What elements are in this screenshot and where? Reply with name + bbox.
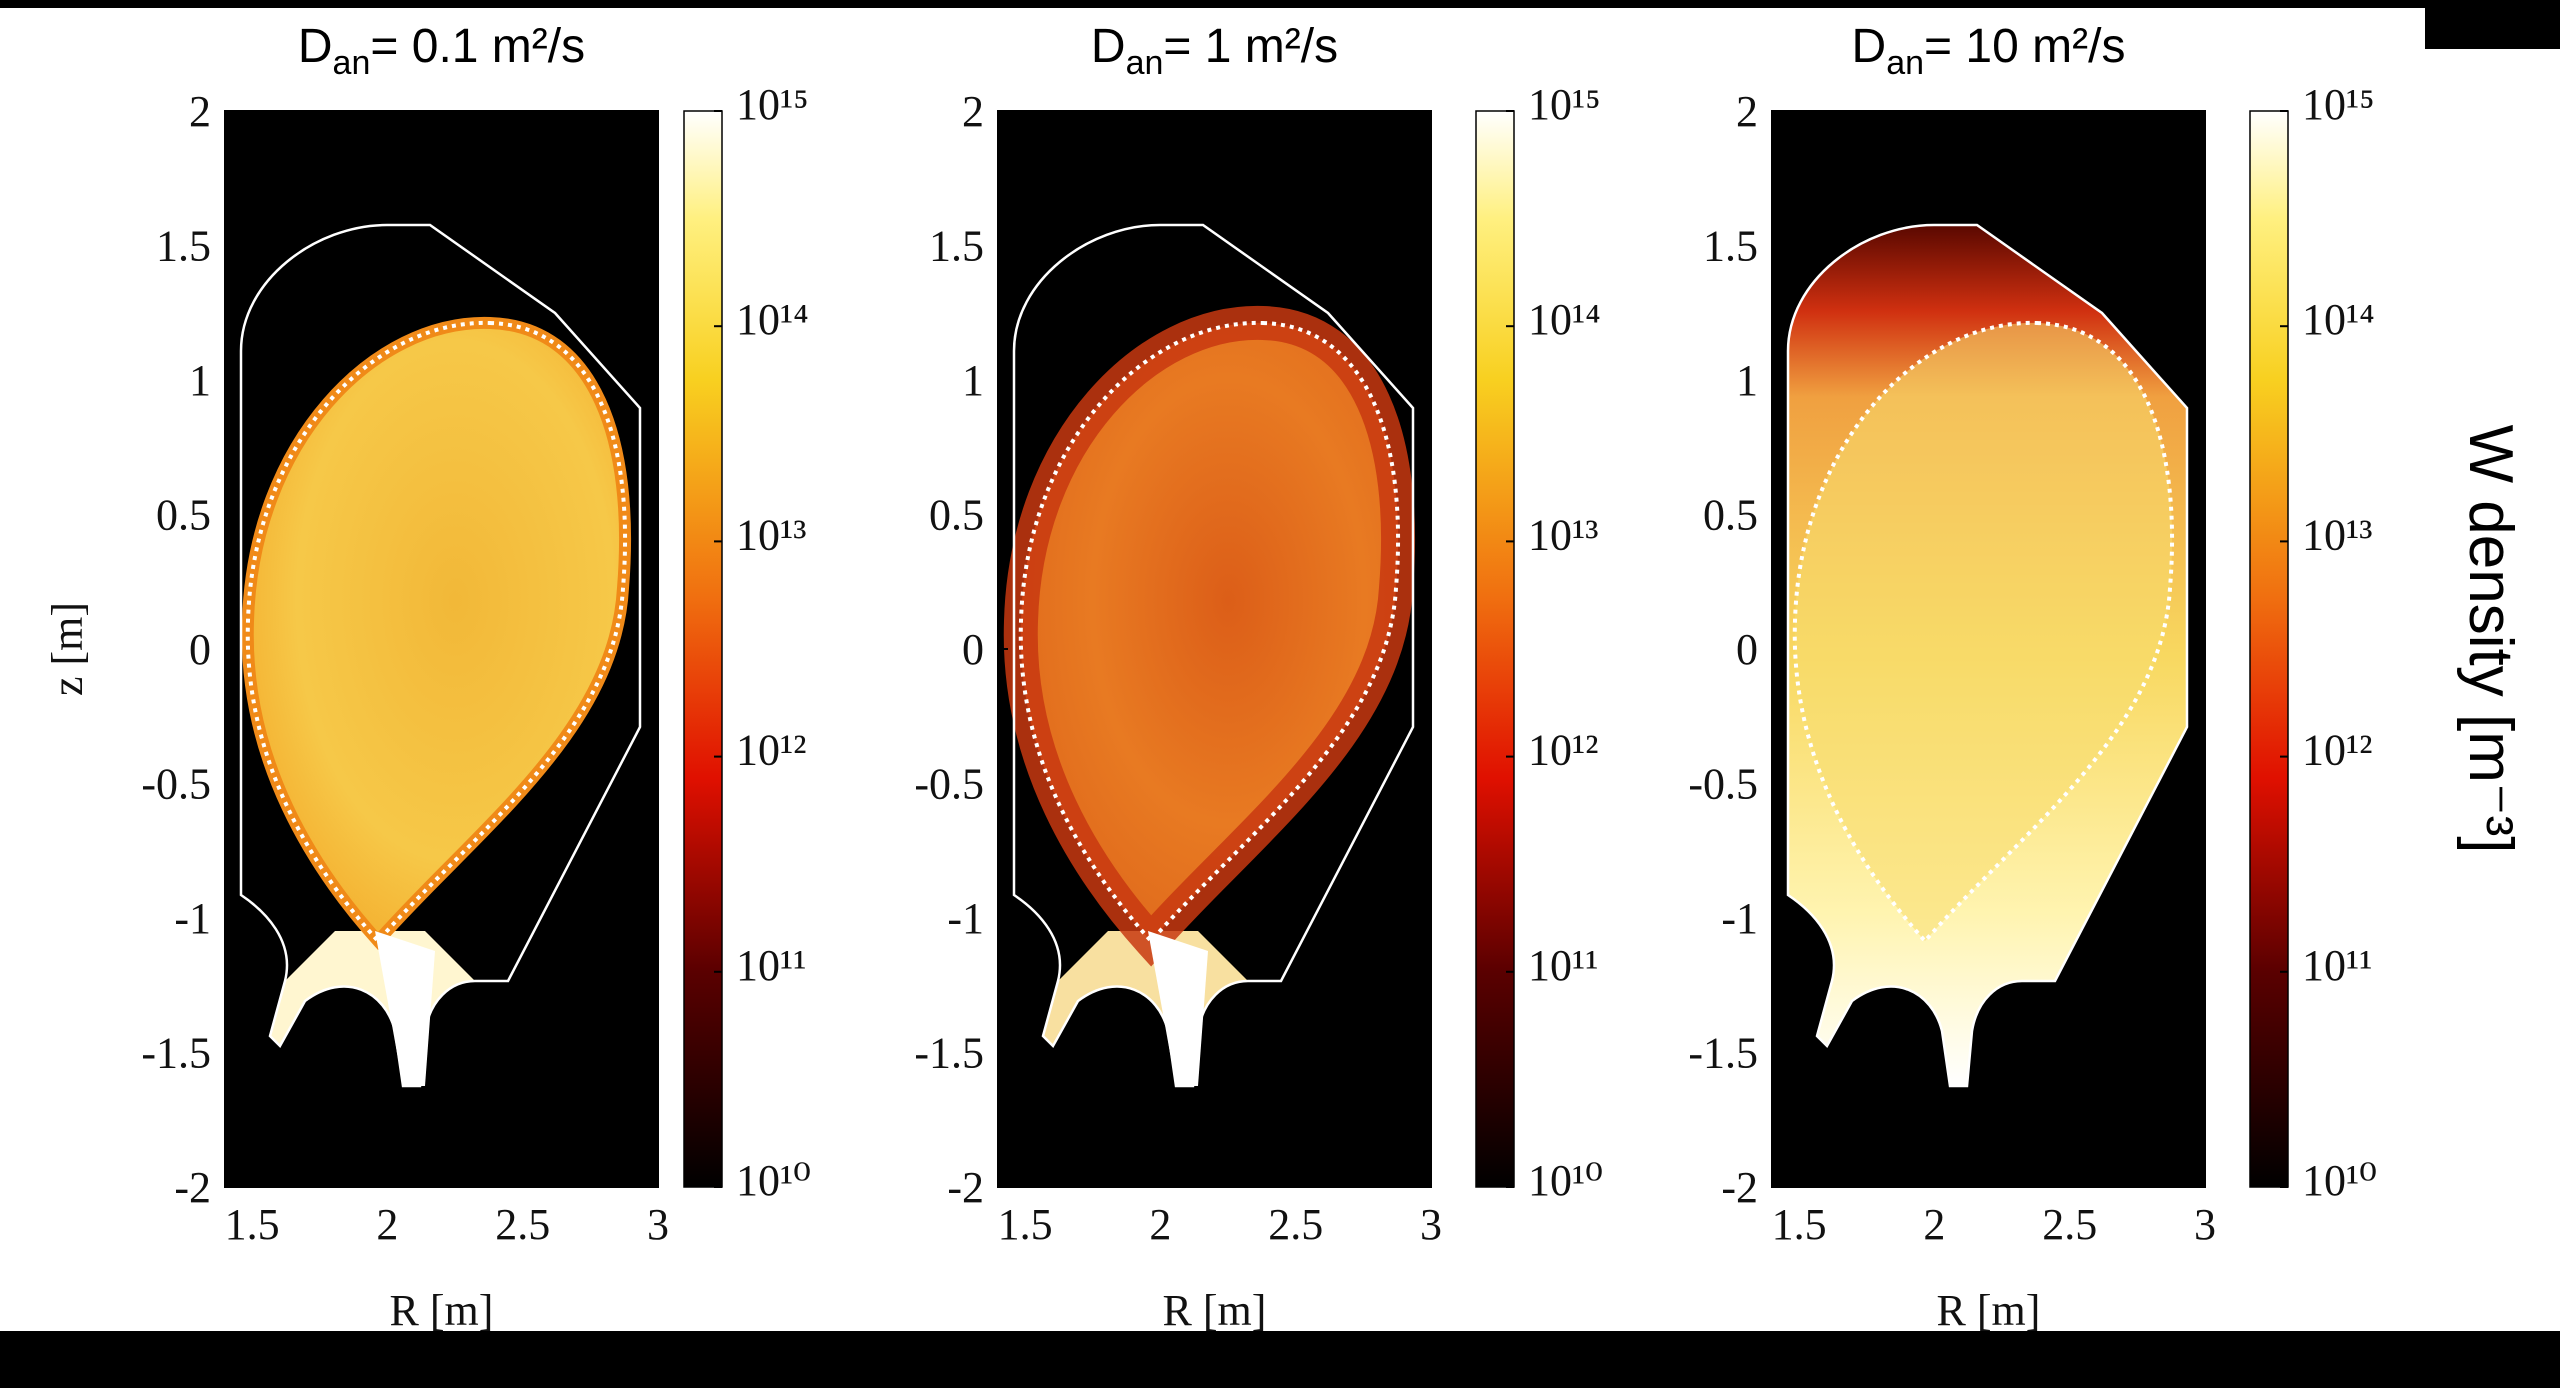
- title-symbol: D: [298, 20, 333, 73]
- x-tick-label: 3: [1420, 1200, 1442, 1249]
- colorbar-tick-label: 10¹⁴: [1528, 295, 1601, 344]
- x-tick-label: 2: [376, 1200, 398, 1249]
- x-tick-label: 2: [1149, 1200, 1171, 1249]
- x-axis-label: R [m]: [390, 1286, 494, 1335]
- frame-band: [0, 1331, 2560, 1388]
- title-symbol: D: [1852, 20, 1887, 73]
- title-text: = 0.1 m²/s: [370, 20, 585, 73]
- colorbar-tick-label: 10¹²: [1528, 726, 1598, 775]
- y-tick-label: 0.5: [1703, 491, 1758, 540]
- x-tick-label: 2: [1923, 1200, 1945, 1249]
- y-tick-label: -0.5: [141, 760, 211, 809]
- heatmap-image: [998, 111, 1431, 1187]
- title-subscript: an: [1886, 44, 1924, 82]
- x-tick-label: 2.5: [1268, 1200, 1323, 1249]
- panel-title: Dan= 1 m²/s: [1091, 20, 1338, 82]
- colorbar-tick-label: 10¹³: [736, 510, 806, 559]
- y-tick-label: 0.5: [929, 491, 984, 540]
- y-tick-label: 1.5: [1703, 222, 1758, 271]
- heatmap-image: [1772, 111, 2205, 1187]
- y-tick-label: 0: [189, 625, 211, 674]
- title-text: = 1 m²/s: [1163, 20, 1338, 73]
- colorbar-tick-label: 10¹⁴: [736, 295, 809, 344]
- y-tick-label: 0: [962, 625, 984, 674]
- y-tick-label: -1.5: [1688, 1029, 1758, 1078]
- colorbar-tick-label: 10¹⁵: [736, 80, 809, 129]
- y-tick-label: 2: [1736, 87, 1758, 136]
- colorbar: [2249, 110, 2289, 1188]
- y-tick-label: 2: [962, 87, 984, 136]
- heatmap-image: [225, 111, 658, 1187]
- colorbar-tick-label: 10¹⁰: [1528, 1156, 1603, 1205]
- y-tick-label: -0.5: [914, 760, 984, 809]
- panel-title: Dan= 0.1 m²/s: [298, 20, 585, 82]
- colorbar-tick-label: 10¹⁵: [2302, 80, 2375, 129]
- colorbar-tick-label: 10¹³: [2302, 510, 2372, 559]
- y-tick-label: -2: [174, 1163, 211, 1212]
- colorbar-tick-label: 10¹⁰: [736, 1156, 811, 1205]
- frame-band: [2425, 0, 2560, 49]
- x-tick-label: 2.5: [495, 1200, 550, 1249]
- title-subscript: an: [333, 44, 371, 82]
- x-tick-label: 1.5: [225, 1200, 280, 1249]
- x-tick-label: 2.5: [2042, 1200, 2097, 1249]
- colorbar-tick-label: 10¹⁴: [2302, 295, 2375, 344]
- y-tick-label: -1.5: [141, 1029, 211, 1078]
- colorbar-label: W density [m⁻³]: [2456, 425, 2525, 854]
- y-tick-label: 2: [189, 87, 211, 136]
- colorbar: [683, 110, 723, 1188]
- colorbar-tick-label: 10¹¹: [1528, 941, 1598, 990]
- y-tick-label: 1: [1736, 356, 1758, 405]
- colorbar: [1475, 110, 1515, 1188]
- colorbar-tick-label: 10¹¹: [736, 941, 806, 990]
- y-tick-label: -1: [174, 894, 211, 943]
- y-tick-label: 1.5: [929, 222, 984, 271]
- colorbar-tick-label: 10¹³: [1528, 510, 1598, 559]
- y-tick-label: -1.5: [914, 1029, 984, 1078]
- title-text: = 10 m²/s: [1924, 20, 2125, 73]
- title-symbol: D: [1091, 20, 1126, 73]
- y-tick-label: -2: [1721, 1163, 1758, 1212]
- y-tick-label: 0.5: [156, 491, 211, 540]
- y-tick-label: 1: [189, 356, 211, 405]
- title-subscript: an: [1126, 44, 1164, 82]
- x-tick-label: 1.5: [998, 1200, 1053, 1249]
- y-tick-label: -2: [947, 1163, 984, 1212]
- y-tick-label: -1: [1721, 894, 1758, 943]
- colorbar-tick-label: 10¹²: [2302, 726, 2372, 775]
- colorbar-tick-label: 10¹⁵: [1528, 80, 1601, 129]
- y-axis-label: z [m]: [43, 602, 92, 696]
- x-axis-label: R [m]: [1937, 1286, 2041, 1335]
- x-tick-label: 3: [2194, 1200, 2216, 1249]
- y-tick-label: 0: [1736, 625, 1758, 674]
- colorbar-tick-label: 10¹¹: [2302, 941, 2372, 990]
- y-tick-label: -0.5: [1688, 760, 1758, 809]
- y-tick-label: -1: [947, 894, 984, 943]
- colorbar-tick-label: 10¹²: [736, 726, 806, 775]
- x-tick-label: 3: [647, 1200, 669, 1249]
- y-tick-label: 1.5: [156, 222, 211, 271]
- frame-band: [0, 0, 2425, 8]
- x-axis-label: R [m]: [1163, 1286, 1267, 1335]
- x-tick-label: 1.5: [1772, 1200, 1827, 1249]
- y-tick-label: 1: [962, 356, 984, 405]
- colorbar-tick-label: 10¹⁰: [2302, 1156, 2377, 1205]
- panel-title: Dan= 10 m²/s: [1852, 20, 2126, 82]
